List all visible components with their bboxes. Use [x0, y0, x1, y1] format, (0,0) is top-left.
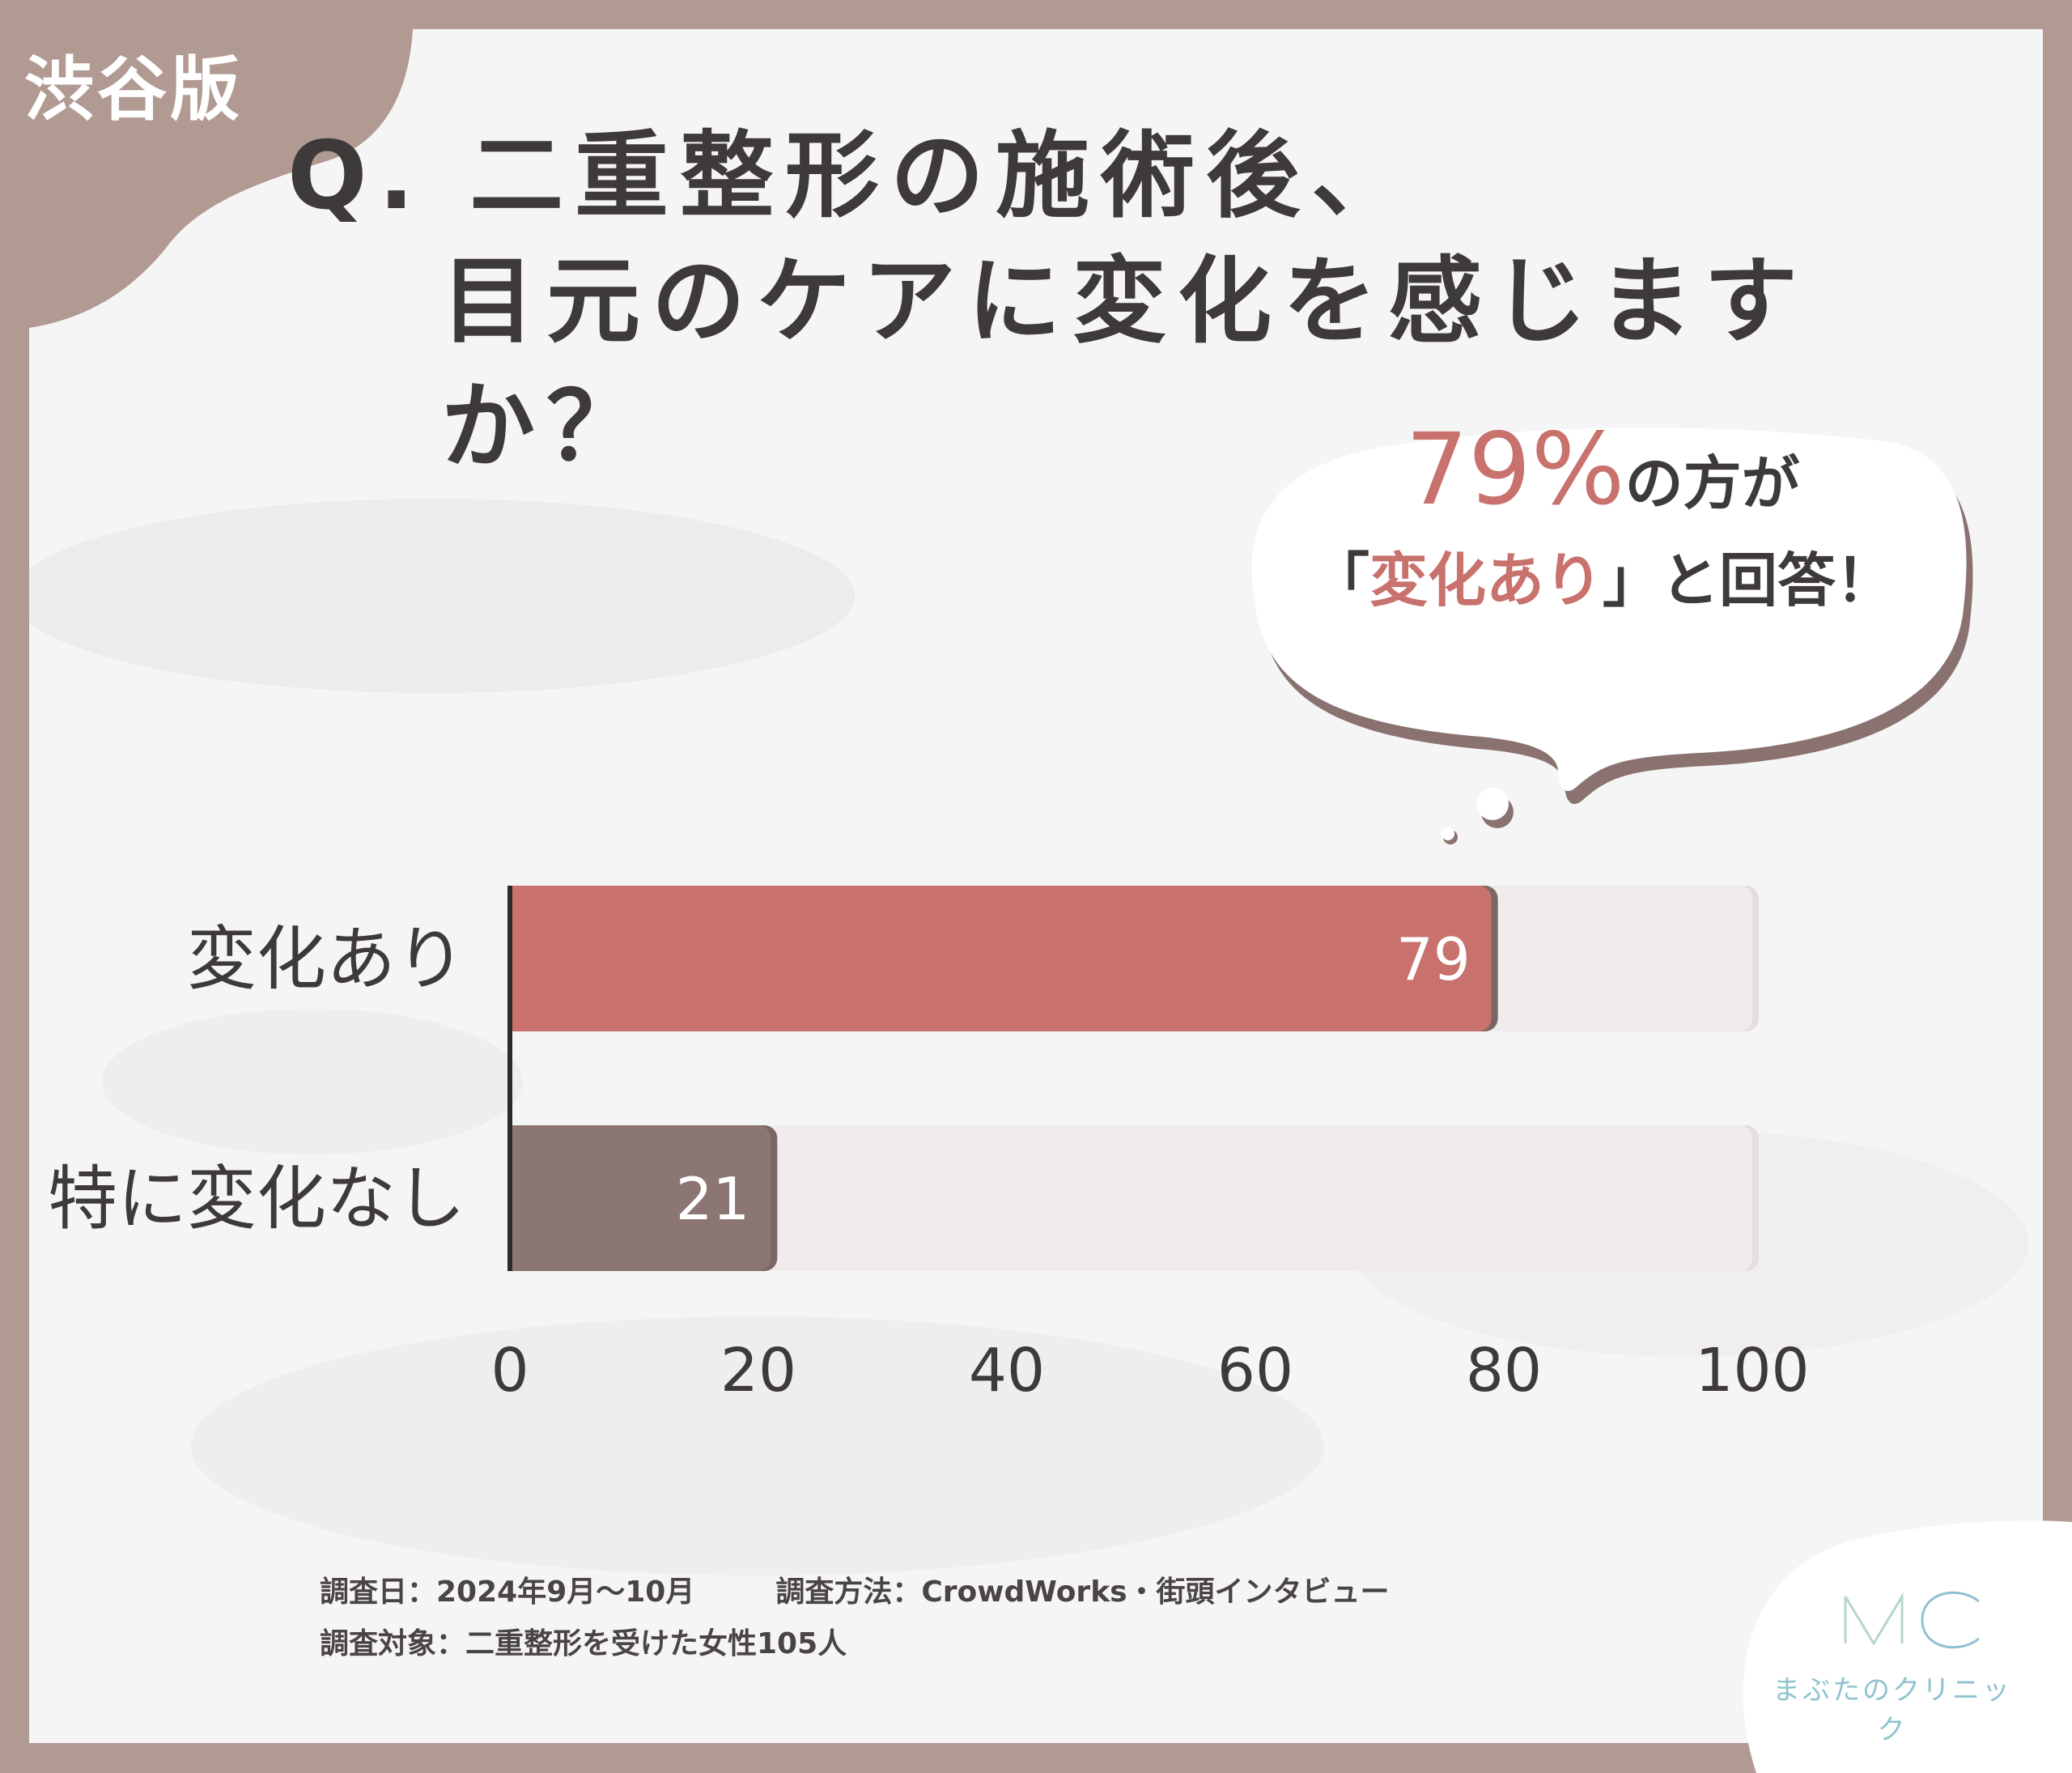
callout-line-1-rest: の方が: [1624, 449, 1800, 517]
bar: [510, 886, 1492, 1031]
location-tag: 渋谷版: [24, 49, 243, 130]
category-label: 特に変化なし: [48, 1159, 465, 1239]
bar-square-edge: [510, 1125, 524, 1271]
x-tick-label: 0: [490, 1336, 529, 1405]
callout-line-1: 79%の方が: [1230, 420, 1975, 532]
callout-percentage: 79%: [1405, 412, 1625, 527]
logo-c: [1921, 1591, 1980, 1649]
x-tick-label: 80: [1466, 1336, 1542, 1405]
callout-line-2: 「変化あり」と回答！: [1230, 532, 1975, 629]
callout-highlight: 変化あり: [1369, 546, 1603, 614]
bar-square-edge: [510, 886, 524, 1031]
survey-date: 調査日：2024年9月〜10月: [320, 1575, 695, 1609]
x-tick-label: 100: [1695, 1336, 1809, 1405]
title-line-2: 目元のケアに変化を感じますか？: [441, 247, 1809, 482]
corner-tag-shape: [29, 29, 413, 328]
logo-bg: [1743, 1520, 2072, 1773]
x-tick-label: 60: [1217, 1336, 1293, 1405]
category-label: 変化あり: [187, 919, 465, 1000]
bar: [510, 1125, 771, 1271]
survey-method: 調査方法：CrowdWorks・街頭インタビュー: [775, 1575, 1390, 1609]
callout-open-quote: 「: [1310, 546, 1369, 614]
x-tick-label: 40: [969, 1336, 1045, 1405]
callout-text: 79%の方が 「変化あり」と回答！: [1230, 420, 1975, 629]
logo-m: [1844, 1592, 1904, 1646]
title-line-1: Q. 二重整形の施術後、: [287, 121, 1417, 231]
page-title: Q. 二重整形の施術後、 目元のケアに変化を感じますか？: [287, 113, 1987, 490]
bar-data-label: 79: [1396, 925, 1471, 993]
survey-target: 調査対象：二重整形を受けた女性105人: [320, 1627, 847, 1660]
bar-data-label: 21: [676, 1165, 750, 1233]
clinic-name: まぶたのクリニック: [1773, 1674, 2012, 1746]
survey-footer: 調査日：2024年9月〜10月 調査方法：CrowdWorks・街頭インタビュー …: [320, 1567, 1534, 1670]
x-tick-label: 20: [720, 1336, 796, 1405]
callout-line-2-rest: 」と回答！: [1603, 546, 1895, 614]
bar-track: [510, 1125, 1752, 1271]
